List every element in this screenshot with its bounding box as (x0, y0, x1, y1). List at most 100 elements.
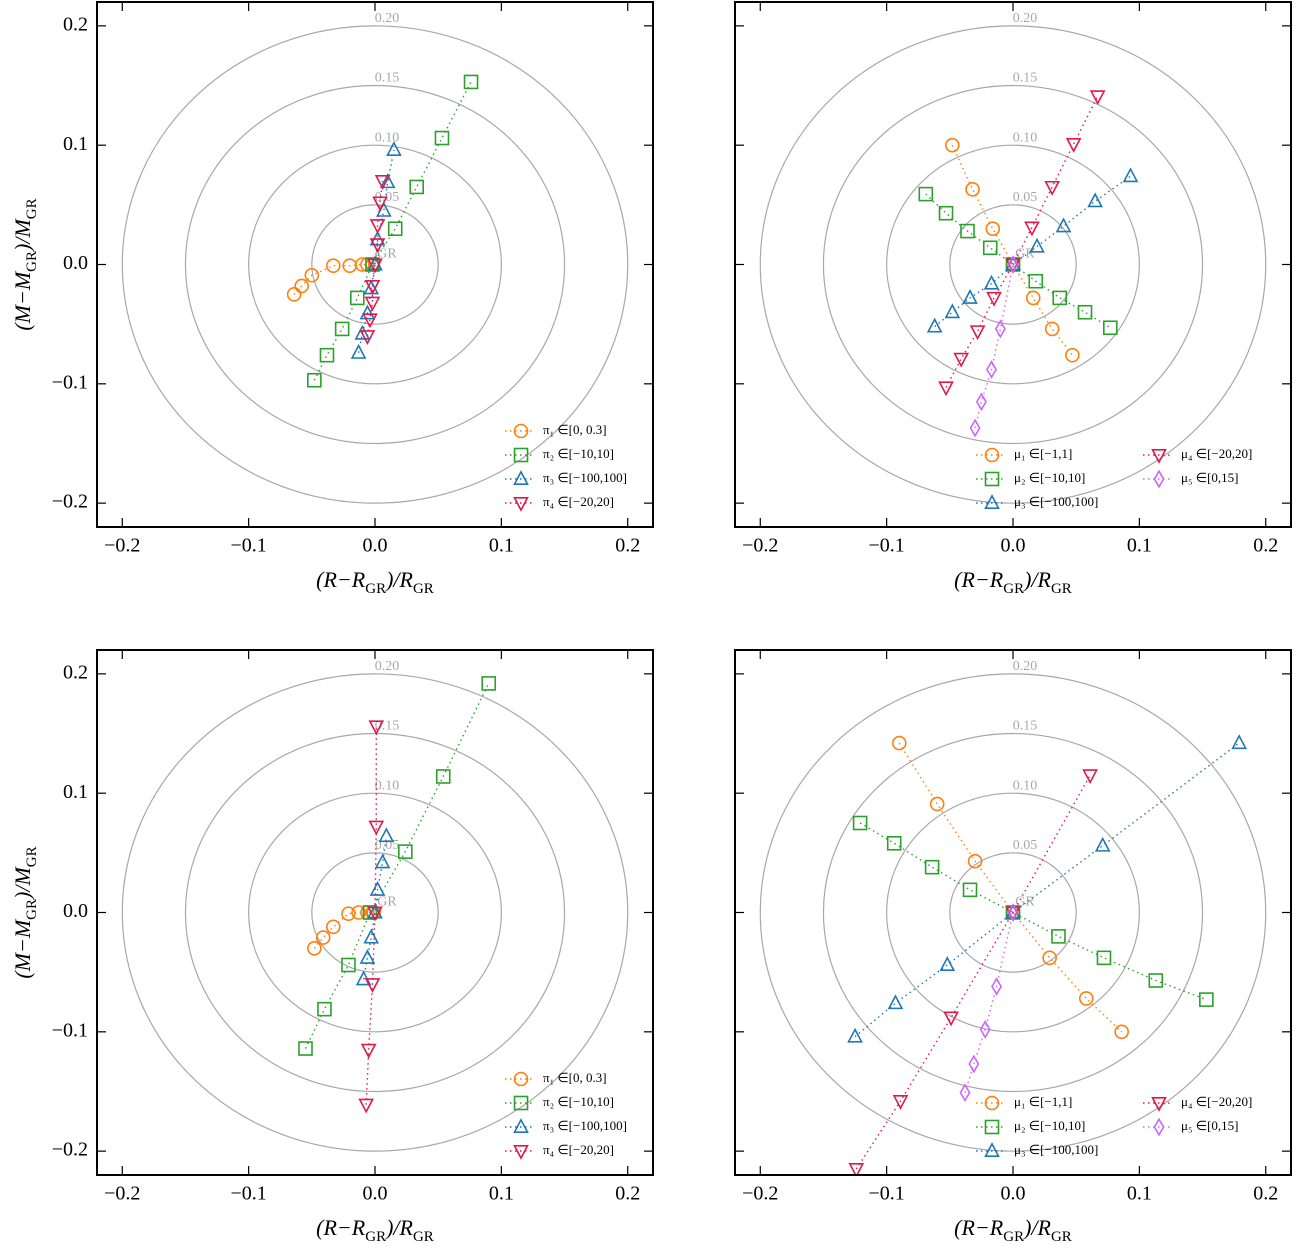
legend-label: π₁ ∈[0, 0.3] (543, 422, 607, 437)
contour-circle (949, 852, 1077, 973)
series-line (974, 264, 1014, 429)
center-label: GR (377, 895, 397, 910)
marker (1042, 950, 1057, 966)
marker (409, 179, 425, 195)
marker (944, 303, 961, 319)
marker (969, 418, 981, 438)
legend: π₁ ∈[0, 0.3] π₂ ∈[−10,10] π₃ ∈[−100,100] π₄… (505, 1070, 627, 1160)
contour-label: 0.20 (1013, 11, 1038, 26)
marker (965, 182, 980, 197)
marker (1114, 1024, 1129, 1040)
x-axis-label: (R−RGR)/RGR (316, 567, 434, 597)
marker (1082, 769, 1098, 785)
contour-circle (886, 144, 1140, 385)
y-tick-label: 0.2 (63, 661, 88, 683)
marker (1199, 992, 1214, 1007)
contour-label: 0.10 (375, 778, 400, 793)
marker (369, 238, 386, 254)
x-tick-label: 0.1 (489, 535, 514, 557)
marker (359, 948, 376, 964)
contour-circle (248, 144, 502, 385)
marker (315, 930, 331, 945)
y-tick-label: −0.2 (52, 1139, 88, 1161)
contour-label: 0.05 (1013, 838, 1038, 853)
legend-label: μ₅ ∈[0,15] (1181, 470, 1238, 485)
marker (1087, 192, 1103, 208)
contour-label: 0.10 (1013, 130, 1038, 145)
marker (286, 287, 302, 302)
marker (364, 279, 381, 295)
marker (367, 903, 383, 919)
marker (362, 905, 378, 920)
marker (1052, 290, 1068, 306)
marker (1024, 221, 1040, 237)
marker (1153, 469, 1165, 489)
marker (959, 1083, 971, 1103)
marker (355, 257, 370, 272)
x-tick-label: 0.0 (1001, 535, 1026, 557)
contour-circle (121, 25, 629, 504)
marker (359, 330, 376, 345)
marker (962, 289, 978, 304)
marker (372, 196, 388, 212)
x-tick-label: −0.1 (868, 1183, 904, 1205)
marker (926, 317, 943, 333)
x-tick-label: 0.2 (615, 535, 640, 557)
contour-label: 0.20 (375, 11, 400, 26)
x-tick-label: −0.2 (104, 535, 140, 557)
y-tick-label: −0.1 (52, 371, 88, 393)
marker (939, 956, 956, 972)
marker (386, 141, 402, 156)
series-line (357, 149, 395, 353)
x-tick-label: −0.1 (868, 535, 904, 557)
marker (1151, 448, 1167, 464)
marker (325, 919, 341, 935)
x-tick-label: −0.2 (742, 1183, 778, 1205)
marker (1089, 90, 1106, 106)
x-axis-label: (R−RGR)/RGR (954, 567, 1072, 597)
contour-circle (311, 852, 439, 973)
x-tick-label: 0.2 (615, 1183, 640, 1205)
legend-label: μ₃ ∈[−100,100] (1014, 1142, 1098, 1157)
marker (319, 347, 335, 363)
marker (341, 957, 356, 973)
marker (1007, 255, 1019, 274)
marker (953, 352, 970, 368)
series-line (945, 95, 1099, 388)
marker (363, 928, 380, 944)
legend-label: μ₃ ∈[−100,100] (1014, 494, 1098, 509)
contour-circle (184, 732, 566, 1093)
x-tick-label: 0.0 (1001, 1183, 1026, 1205)
marker (968, 1054, 980, 1074)
legend-label: π₄ ∈[−20,20] (543, 1142, 614, 1157)
legend-label: π₃ ∈[−100,100] (543, 1118, 627, 1133)
marker (975, 392, 987, 412)
legend-label: μ₁ ∈[−1,1] (1014, 446, 1072, 461)
marker (513, 1145, 529, 1160)
marker (513, 447, 529, 463)
series-line (313, 911, 374, 949)
contour-circle (822, 732, 1204, 1093)
marker (368, 720, 385, 736)
legend-label: μ₁ ∈[−1,1] (1014, 1094, 1072, 1109)
marker (350, 290, 365, 306)
marker (325, 258, 341, 273)
legend-label: μ₂ ∈[−10,10] (1014, 1118, 1085, 1133)
marker (960, 223, 975, 239)
legend: μ₁ ∈[−1,1] μ₂ ∈[−10,10] μ₃ ∈[−100,100] μ₄ ∈… (976, 1094, 1252, 1157)
marker (984, 1119, 1000, 1135)
marker (852, 815, 868, 831)
marker (918, 186, 934, 202)
x-axis-label: (R−RGR)/RGR (954, 1215, 1072, 1245)
marker (1094, 836, 1111, 852)
marker (351, 905, 366, 920)
contour-label: 0.15 (1013, 71, 1038, 86)
series-line (898, 742, 1123, 1033)
marker (1153, 1117, 1165, 1137)
x-tick-label: −0.2 (742, 535, 778, 557)
marker (1055, 217, 1072, 233)
